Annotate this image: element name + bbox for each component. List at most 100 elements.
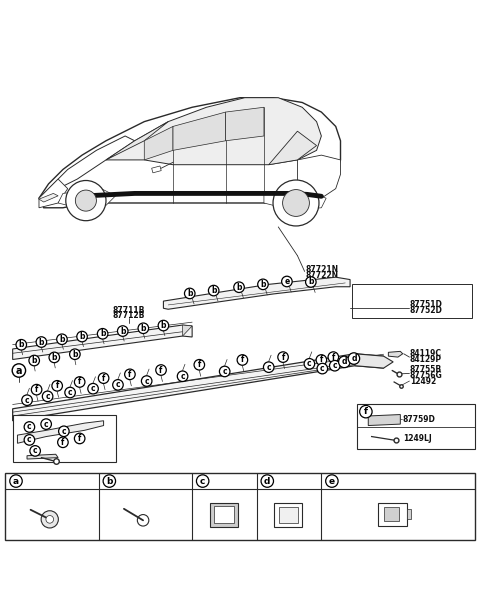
Circle shape xyxy=(74,433,85,444)
Text: c: c xyxy=(266,362,271,371)
Circle shape xyxy=(66,180,106,221)
Text: b: b xyxy=(79,332,85,341)
Circle shape xyxy=(74,377,85,387)
Text: c: c xyxy=(307,359,312,368)
Polygon shape xyxy=(182,325,192,336)
Circle shape xyxy=(177,371,188,382)
Polygon shape xyxy=(39,98,340,208)
Circle shape xyxy=(24,422,35,432)
Bar xyxy=(278,507,298,523)
Text: 84119C: 84119C xyxy=(410,349,442,358)
Text: f: f xyxy=(332,353,335,362)
Polygon shape xyxy=(144,126,173,160)
Text: b: b xyxy=(211,286,216,295)
Text: c: c xyxy=(61,427,66,436)
Circle shape xyxy=(137,515,149,526)
Polygon shape xyxy=(163,277,350,309)
Circle shape xyxy=(348,353,360,364)
Circle shape xyxy=(16,339,26,350)
Circle shape xyxy=(113,379,123,390)
Text: c: c xyxy=(27,435,32,444)
Circle shape xyxy=(52,381,62,391)
Circle shape xyxy=(264,362,274,373)
Text: c: c xyxy=(200,476,205,486)
Circle shape xyxy=(31,384,42,395)
Bar xyxy=(274,503,302,527)
Text: 12431: 12431 xyxy=(120,480,146,489)
Polygon shape xyxy=(39,194,58,202)
Circle shape xyxy=(316,354,326,365)
Text: f: f xyxy=(320,356,323,364)
Polygon shape xyxy=(269,131,317,164)
Text: a: a xyxy=(13,476,19,486)
Text: f: f xyxy=(198,361,201,369)
Circle shape xyxy=(58,437,68,447)
Polygon shape xyxy=(39,136,135,198)
Circle shape xyxy=(261,475,274,487)
Text: f: f xyxy=(364,407,368,416)
Text: 87759D: 87759D xyxy=(403,415,436,424)
Circle shape xyxy=(283,189,310,216)
Text: c: c xyxy=(68,388,72,397)
Circle shape xyxy=(29,355,39,366)
Text: b: b xyxy=(51,353,57,362)
Text: b: b xyxy=(120,327,125,336)
Text: c: c xyxy=(27,422,32,432)
Circle shape xyxy=(75,190,96,211)
Circle shape xyxy=(24,435,35,445)
Text: f: f xyxy=(128,370,132,379)
Text: 87702B: 87702B xyxy=(342,476,375,486)
Bar xyxy=(378,503,407,526)
Text: f: f xyxy=(102,374,105,382)
Circle shape xyxy=(88,384,98,394)
Text: c: c xyxy=(45,392,50,401)
Text: 87715H: 87715H xyxy=(26,473,60,483)
Circle shape xyxy=(328,352,338,362)
Text: e: e xyxy=(329,476,335,486)
Circle shape xyxy=(46,515,54,523)
Text: 87722N: 87722N xyxy=(305,271,338,280)
Text: f: f xyxy=(35,385,38,394)
Bar xyxy=(214,506,234,523)
Text: b: b xyxy=(187,289,192,298)
Text: b: b xyxy=(161,321,166,330)
Text: b: b xyxy=(106,476,112,486)
Polygon shape xyxy=(264,191,326,210)
Polygon shape xyxy=(106,121,168,160)
Text: 87715H: 87715H xyxy=(60,503,85,509)
Text: f: f xyxy=(159,365,163,375)
Bar xyxy=(210,503,238,526)
Text: b: b xyxy=(32,356,37,365)
Polygon shape xyxy=(173,112,226,151)
Circle shape xyxy=(142,376,152,386)
Text: c: c xyxy=(24,396,29,405)
Text: c: c xyxy=(320,364,324,373)
Polygon shape xyxy=(106,98,322,164)
Text: b: b xyxy=(72,350,78,359)
Circle shape xyxy=(278,352,288,362)
Bar xyxy=(407,509,411,520)
Circle shape xyxy=(98,373,109,384)
Text: d: d xyxy=(264,476,270,486)
Text: f: f xyxy=(281,353,285,362)
Text: c: c xyxy=(222,367,227,376)
Text: 87751D: 87751D xyxy=(410,300,443,310)
Text: c: c xyxy=(44,419,48,429)
Text: 87786: 87786 xyxy=(213,476,240,486)
Circle shape xyxy=(42,391,53,402)
Circle shape xyxy=(208,285,219,296)
Bar xyxy=(5,473,475,540)
Text: c: c xyxy=(116,381,120,389)
Text: b: b xyxy=(19,341,24,349)
Text: f: f xyxy=(78,378,81,387)
Text: 87721N: 87721N xyxy=(305,265,338,274)
Text: b: b xyxy=(308,277,313,287)
Circle shape xyxy=(194,359,204,370)
Bar xyxy=(352,284,472,318)
Text: c: c xyxy=(33,446,37,455)
Circle shape xyxy=(138,323,149,333)
Circle shape xyxy=(282,276,292,287)
Circle shape xyxy=(77,331,87,342)
Text: f: f xyxy=(240,356,244,364)
Polygon shape xyxy=(368,415,400,426)
